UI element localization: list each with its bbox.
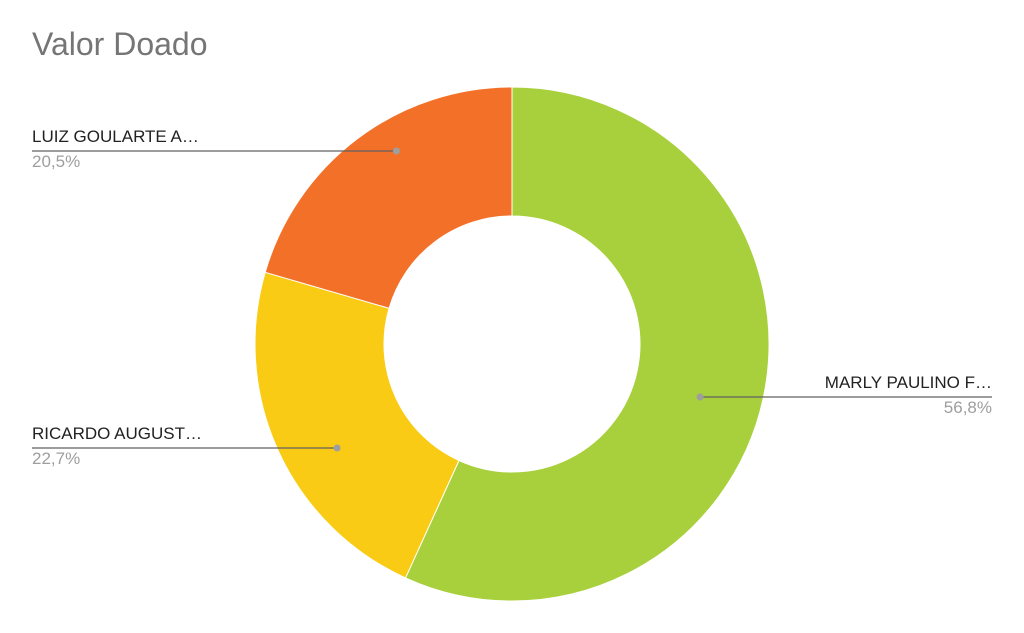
slice-labels: MARLY PAULINO F… 56,8% RICARDO AUGUST… 22,7… [32, 127, 992, 468]
slice-percent: 56,8% [944, 398, 992, 417]
slice-label: LUIZ GOULARTE A… [32, 127, 199, 146]
slice-label: MARLY PAULINO F… [825, 373, 992, 392]
donut-slice[interactable] [404, 86, 770, 602]
slice-percent: 20,5% [32, 152, 80, 171]
donut-slices [254, 86, 770, 602]
leader-dot [696, 393, 704, 401]
slice-percent: 22,7% [32, 449, 80, 468]
slice-label: RICARDO AUGUST… [32, 424, 202, 443]
leader-dot [392, 147, 400, 155]
leader-dot [333, 444, 341, 452]
donut-slice[interactable] [264, 86, 513, 309]
donut-slice[interactable] [254, 271, 460, 579]
chart-title: Valor Doado [32, 26, 208, 62]
